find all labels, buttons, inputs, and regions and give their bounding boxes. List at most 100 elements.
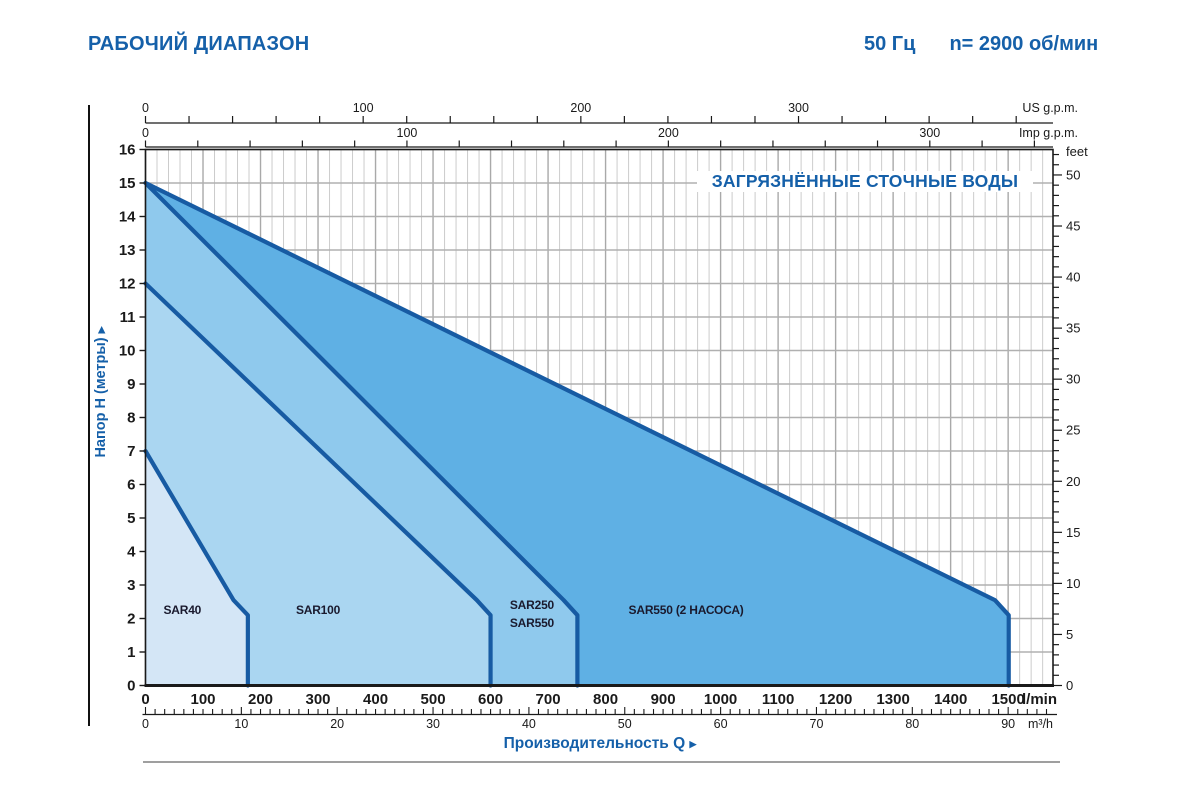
svg-text:1300: 1300	[876, 691, 909, 708]
svg-text:800: 800	[593, 691, 618, 708]
region-sar550-2-pumps-boundary	[143, 180, 1011, 688]
speed-value: n= 2900 об/мин	[949, 33, 1099, 55]
svg-text:SAR250: SAR250	[510, 598, 555, 612]
y-axis-title: Напор H (метры) ▶	[93, 325, 109, 457]
svg-text:0: 0	[142, 717, 149, 731]
region-sar100-boundary	[143, 281, 493, 688]
svg-text:SAR40: SAR40	[163, 603, 201, 617]
axis-us-gpm: 0 100 200 300 US g.p.m.	[142, 101, 1078, 124]
svg-text:0: 0	[141, 691, 149, 708]
svg-text:m³/h: m³/h	[1028, 717, 1053, 731]
svg-text:300: 300	[306, 691, 331, 708]
svg-text:ЗАГРЯЗНЁННЫЕ СТОЧНЫЕ ВОДЫ: ЗАГРЯЗНЁННЫЕ СТОЧНЫЕ ВОДЫ	[712, 171, 1018, 191]
svg-text:30: 30	[1066, 372, 1080, 387]
svg-text:16: 16	[119, 142, 136, 159]
svg-text:35: 35	[1066, 321, 1080, 336]
svg-text:6: 6	[127, 477, 135, 494]
svg-text:10: 10	[234, 717, 248, 731]
svg-text:1500: 1500	[991, 691, 1024, 708]
svg-text:70: 70	[810, 717, 824, 731]
axis-feet: 0 5 10 15 20 25 30 35 40 45 50 feet	[1053, 144, 1088, 693]
svg-text:40: 40	[522, 717, 536, 731]
svg-text:100: 100	[397, 126, 418, 140]
svg-text:90: 90	[1001, 717, 1015, 731]
svg-text:100: 100	[190, 691, 215, 708]
axis-m3h: 0 10 20 30 40 50 60 70 80 90 m³/h	[142, 707, 1057, 731]
svg-text:Напор H (метры) ▶: Напор H (метры) ▶	[93, 325, 109, 457]
page-decorations	[88, 105, 1060, 763]
svg-text:15: 15	[119, 175, 136, 192]
region-sar40-boundary	[143, 448, 250, 688]
svg-text:US g.p.m.: US g.p.m.	[1022, 101, 1078, 115]
pump-regions	[145, 183, 1009, 686]
svg-text:45: 45	[1066, 219, 1080, 234]
svg-text:5: 5	[1066, 627, 1073, 642]
page-title: РАБОЧИЙ ДИАПАЗОН	[88, 33, 310, 55]
svg-text:2: 2	[127, 611, 135, 628]
axis-lmin: 0 100 200 300 400 500 600 700 800 900 1000 1100 1200…	[141, 691, 1057, 708]
svg-text:50: 50	[618, 717, 632, 731]
svg-text:SAR550 (2 НАСОСА): SAR550 (2 НАСОСА)	[629, 603, 744, 617]
svg-text:900: 900	[651, 691, 676, 708]
svg-text:11: 11	[120, 309, 136, 326]
svg-text:13: 13	[119, 242, 136, 259]
svg-text:30: 30	[426, 717, 440, 731]
frequency-value: 50 Гц	[864, 33, 916, 55]
svg-text:1400: 1400	[934, 691, 967, 708]
svg-text:5: 5	[127, 510, 135, 527]
svg-text:3: 3	[127, 577, 135, 594]
svg-text:8: 8	[127, 410, 135, 427]
svg-text:700: 700	[536, 691, 561, 708]
region-boundaries	[143, 180, 1011, 688]
pump-specs: 50 Гц n= 2900 об/мин	[864, 33, 1098, 56]
waste-water-title: ЗАГРЯЗНЁННЫЕ СТОЧНЫЕ ВОДЫ	[697, 171, 1033, 192]
region-sar250-sar550-boundary	[143, 180, 580, 688]
svg-text:600: 600	[478, 691, 503, 708]
svg-text:7: 7	[127, 443, 135, 460]
svg-text:l/min: l/min	[1022, 691, 1057, 708]
svg-text:Производительность Q ▶: Производительность Q ▶	[504, 735, 698, 752]
svg-text:0: 0	[127, 678, 135, 695]
svg-text:0: 0	[142, 126, 149, 140]
svg-text:100: 100	[353, 101, 374, 115]
svg-text:300: 300	[788, 101, 809, 115]
svg-text:0: 0	[1066, 678, 1073, 693]
svg-text:1200: 1200	[819, 691, 852, 708]
axis-imp-gpm: 0 100 200 300 Imp g.p.m.	[142, 126, 1078, 148]
svg-text:200: 200	[658, 126, 679, 140]
svg-text:40: 40	[1066, 270, 1080, 285]
svg-text:15: 15	[1066, 525, 1080, 540]
svg-text:20: 20	[330, 717, 344, 731]
region-sar40-area	[145, 451, 248, 686]
svg-text:9: 9	[127, 376, 135, 393]
svg-text:80: 80	[905, 717, 919, 731]
svg-text:10: 10	[1066, 576, 1080, 591]
x-axis-title: Производительность Q ▶	[504, 735, 698, 752]
svg-text:0: 0	[142, 101, 149, 115]
svg-text:Imp g.p.m.: Imp g.p.m.	[1019, 126, 1078, 140]
svg-text:60: 60	[714, 717, 728, 731]
svg-text:4: 4	[127, 544, 136, 561]
svg-text:20: 20	[1066, 474, 1080, 489]
svg-text:200: 200	[248, 691, 273, 708]
svg-text:25: 25	[1066, 423, 1080, 438]
region-labels: SAR40 SAR100 SAR250 SAR550 SAR550 (2 НАСОСА)	[163, 598, 744, 630]
svg-text:1000: 1000	[704, 691, 737, 708]
svg-text:200: 200	[570, 101, 591, 115]
svg-text:1100: 1100	[762, 691, 795, 708]
svg-text:500: 500	[421, 691, 446, 708]
svg-text:300: 300	[919, 126, 940, 140]
svg-text:400: 400	[363, 691, 388, 708]
svg-text:feet: feet	[1066, 144, 1088, 159]
svg-text:1: 1	[127, 644, 135, 661]
svg-text:12: 12	[119, 276, 136, 293]
svg-text:50: 50	[1066, 167, 1080, 182]
svg-text:SAR550: SAR550	[510, 616, 555, 630]
svg-text:10: 10	[119, 343, 136, 360]
svg-text:14: 14	[119, 209, 136, 226]
region-sar100-area	[145, 283, 491, 686]
svg-text:SAR100: SAR100	[296, 603, 341, 617]
